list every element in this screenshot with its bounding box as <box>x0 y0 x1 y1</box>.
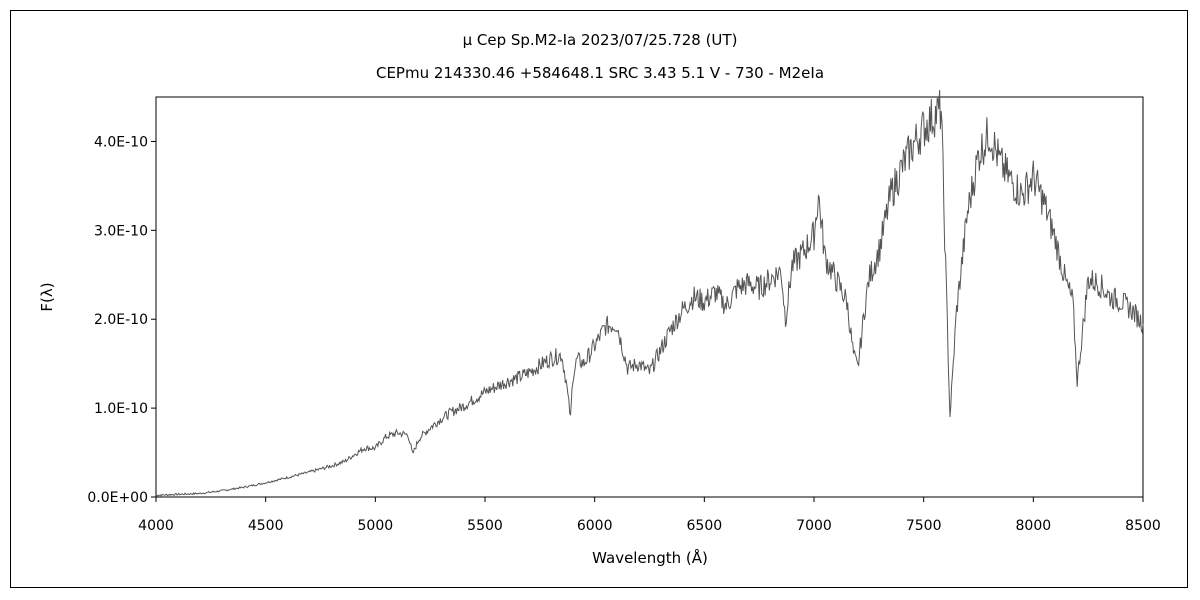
chart-subtitle: CEPmu 214330.46 +584648.1 SRC 3.43 5.1 V… <box>376 64 824 82</box>
x-tick-label: 8500 <box>1125 518 1161 534</box>
x-tick-label: 6000 <box>577 518 613 534</box>
y-tick-label: 4.0E-10 <box>94 134 148 150</box>
x-axis-label: Wavelength (Å) <box>592 548 708 567</box>
x-tick-label: 5000 <box>358 518 394 534</box>
plot-area <box>155 96 1144 498</box>
x-tick-label: 6500 <box>687 518 723 534</box>
y-tick-label: 1.0E-10 <box>94 401 148 417</box>
chart-frame <box>10 10 1188 588</box>
x-axis: 4000 4500 5000 5500 6000 6500 7000 7500 8000 8500 <box>138 497 1161 534</box>
x-tick-label: 8000 <box>1016 518 1052 534</box>
y-tick-label: 2.0E-10 <box>94 312 148 328</box>
x-tick-label: 4000 <box>138 518 174 534</box>
y-axis-label: F(λ) <box>38 282 56 311</box>
x-tick-label: 7500 <box>906 518 942 534</box>
y-tick-label: 0.0E+00 <box>87 490 148 506</box>
chart-title: μ Cep Sp.M2-Ia 2023/07/25.728 (UT) <box>463 31 738 49</box>
x-tick-label: 4500 <box>248 518 284 534</box>
x-tick-label: 5500 <box>467 518 503 534</box>
y-tick-label: 3.0E-10 <box>94 223 148 239</box>
spectrum-series-line <box>155 89 1144 497</box>
x-tick-label: 7000 <box>796 518 832 534</box>
y-axis: 0.0E+00 1.0E-10 2.0E-10 3.0E-10 4.0E-10 <box>87 134 156 506</box>
